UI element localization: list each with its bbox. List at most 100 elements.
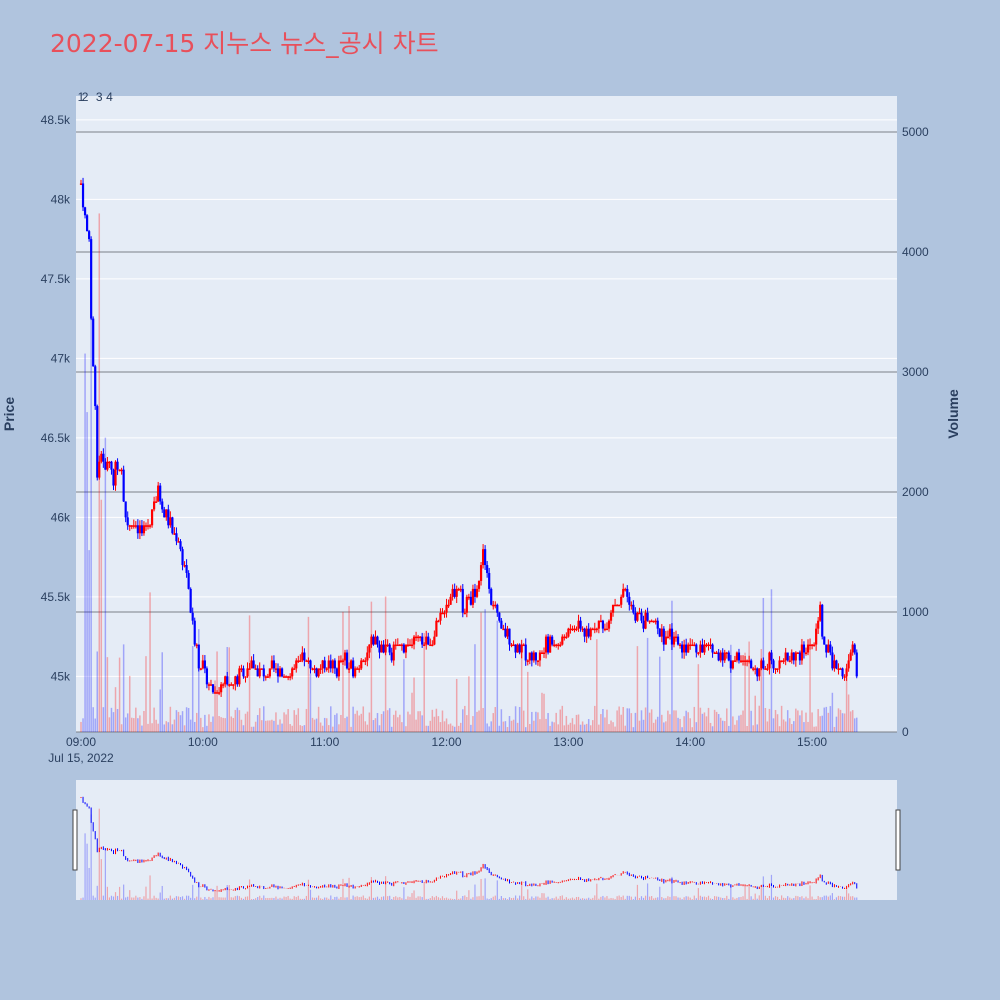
mini-volume-bar bbox=[222, 897, 224, 900]
volume-bar bbox=[740, 714, 742, 732]
volume-bar bbox=[342, 611, 344, 732]
candle-body bbox=[142, 525, 146, 534]
mini-volume-bar bbox=[675, 896, 677, 900]
candle-body bbox=[634, 612, 637, 621]
mini-volume-bar bbox=[139, 897, 141, 900]
mini-volume-bar bbox=[691, 899, 693, 900]
mini-volume-bar bbox=[169, 895, 171, 900]
candle-body bbox=[849, 652, 852, 661]
volume-bar bbox=[640, 710, 643, 732]
candle-body bbox=[85, 215, 89, 232]
volume-bar bbox=[149, 592, 151, 732]
mini-volume-bar bbox=[267, 897, 269, 900]
volume-bar bbox=[807, 721, 809, 732]
volume-bar bbox=[181, 711, 184, 732]
volume-bar bbox=[784, 721, 787, 732]
candle-body bbox=[118, 469, 121, 472]
candle-body bbox=[132, 525, 135, 527]
candle-body bbox=[609, 612, 613, 621]
volume-bar bbox=[346, 716, 348, 732]
mini-volume-bar bbox=[427, 898, 429, 900]
candle-body bbox=[167, 509, 170, 526]
candle-body bbox=[274, 668, 278, 670]
mini-volume-bar bbox=[486, 898, 488, 900]
volume-bar bbox=[283, 712, 285, 732]
candle-body bbox=[270, 660, 273, 669]
candle-body bbox=[333, 660, 336, 669]
mini-volume-bar bbox=[378, 898, 381, 900]
candle-body bbox=[798, 652, 801, 661]
volume-bar bbox=[754, 695, 756, 732]
mini-volume-bar bbox=[212, 897, 214, 900]
mini-volume-bar bbox=[707, 895, 710, 900]
mini-volume-bar bbox=[340, 896, 342, 900]
candle-body bbox=[748, 660, 751, 662]
volume-bar bbox=[84, 353, 86, 732]
range-slider-left-handle[interactable] bbox=[72, 809, 78, 871]
range-slider-right-handle[interactable] bbox=[895, 809, 901, 871]
mini-volume-bar bbox=[642, 897, 645, 900]
candle-body bbox=[106, 461, 109, 470]
mini-volume-bar bbox=[395, 896, 397, 900]
volume-bar bbox=[332, 726, 334, 732]
volume-bar bbox=[699, 707, 702, 732]
candle-body bbox=[632, 604, 635, 613]
mini-volume-bar bbox=[776, 896, 779, 900]
volume-bar bbox=[819, 716, 821, 732]
candle-body bbox=[175, 533, 178, 542]
volume-bar bbox=[137, 718, 139, 732]
mini-volume-bar bbox=[628, 895, 630, 900]
mini-volume-bar bbox=[350, 899, 352, 900]
candle-body bbox=[431, 644, 434, 647]
volume-bar bbox=[431, 709, 434, 732]
candle-body bbox=[721, 652, 724, 661]
volume-bar bbox=[309, 674, 312, 732]
volume-bar bbox=[474, 644, 476, 732]
volume-bar bbox=[151, 723, 153, 732]
mini-volume-bar bbox=[584, 898, 586, 900]
mini-volume-bar bbox=[88, 867, 90, 900]
volume-bar bbox=[443, 721, 446, 732]
candle-body bbox=[638, 612, 641, 615]
mini-volume-bar bbox=[813, 899, 815, 900]
volume-bar bbox=[147, 723, 149, 732]
candle-body bbox=[266, 676, 269, 678]
mini-volume-bar bbox=[831, 893, 833, 900]
mini-volume-bar bbox=[565, 897, 567, 900]
candle-body bbox=[500, 620, 503, 629]
candle-body bbox=[648, 620, 651, 623]
mini-volume-bar bbox=[752, 898, 754, 900]
mini-volume-bar bbox=[600, 896, 602, 900]
volume-bar bbox=[665, 721, 667, 732]
mini-volume-bar bbox=[358, 897, 360, 900]
annotation-label: 2 bbox=[82, 90, 89, 104]
mini-volume-bar bbox=[517, 898, 519, 900]
candle-body bbox=[354, 668, 357, 677]
range-slider[interactable] bbox=[76, 780, 897, 900]
mini-volume-bar bbox=[167, 898, 169, 900]
candle-body bbox=[611, 604, 615, 613]
mini-volume-bar bbox=[616, 896, 618, 900]
volume-bar bbox=[108, 717, 111, 732]
candle-body bbox=[388, 644, 391, 653]
candle-body bbox=[768, 652, 771, 669]
candle-body bbox=[835, 660, 838, 669]
mini-volume-bar bbox=[553, 898, 555, 900]
volume-bar bbox=[811, 712, 813, 732]
volume-bar bbox=[571, 718, 574, 732]
volume-bar bbox=[362, 706, 365, 732]
candle-body bbox=[104, 461, 107, 470]
mini-volume-bar bbox=[728, 898, 730, 900]
mini-volume-bar bbox=[508, 897, 511, 900]
candle-body bbox=[449, 596, 452, 605]
volume-bar bbox=[372, 720, 375, 732]
mini-volume-bar bbox=[362, 895, 364, 900]
candle-body bbox=[392, 644, 395, 661]
volume-bar bbox=[545, 718, 547, 732]
mini-volume-bar bbox=[724, 898, 726, 900]
candle-body bbox=[380, 644, 383, 653]
volume-bar bbox=[273, 720, 275, 732]
volume-bar bbox=[486, 723, 488, 732]
candle-body bbox=[829, 644, 832, 653]
